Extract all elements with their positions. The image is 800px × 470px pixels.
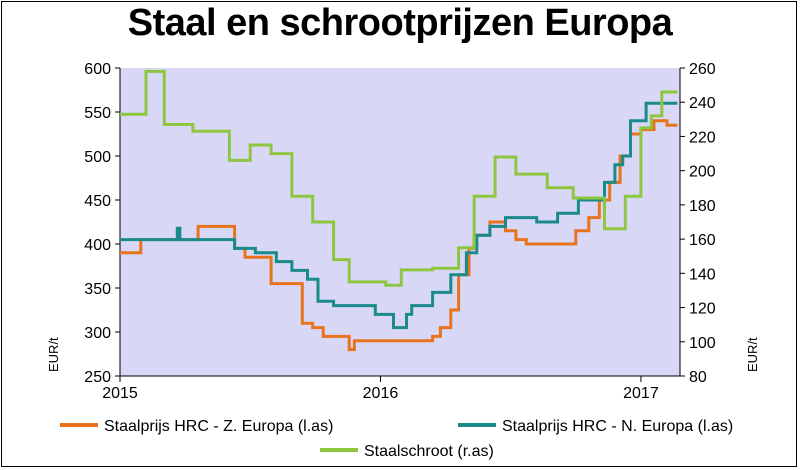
series-line-1: [120, 101, 678, 330]
chart-title: Staal en schrootprijzen Europa: [127, 2, 673, 44]
y-tick-label-left: 250: [84, 369, 111, 386]
y-tick-label-right: 120: [689, 301, 716, 318]
y-axis-label-right: EUR/t: [745, 337, 760, 372]
x-tick-label: 2015: [102, 385, 138, 402]
series-line-0: [120, 119, 678, 352]
y-tick-label-left: 350: [84, 281, 111, 298]
x-tick-label: 2016: [363, 385, 399, 402]
y-tick-label-right: 100: [689, 335, 716, 352]
y-tick-label-right: 160: [689, 232, 716, 249]
y-axis-label-left: EUR/t: [46, 337, 61, 372]
y-tick-label-right: 80: [689, 369, 707, 386]
y-tick-label-left: 450: [84, 193, 111, 210]
y-tick-label-right: 140: [689, 266, 716, 283]
y-tick-label-left: 400: [84, 237, 111, 254]
plot-area: [120, 68, 680, 376]
y-tick-label-right: 220: [689, 129, 716, 146]
y-tick-label-right: 180: [689, 198, 716, 215]
legend-label-schroot: Staalschroot (r.as): [364, 443, 494, 460]
y-tick-label-right: 200: [689, 164, 716, 181]
y-tick-label-left: 550: [84, 105, 111, 122]
legend-label-n-europa: Staalprijs HRC - N. Europa (l.as): [502, 418, 733, 435]
y-tick-label-left: 500: [84, 149, 111, 166]
y-tick-label-left: 300: [84, 325, 111, 342]
x-tick-label: 2017: [623, 385, 659, 402]
y-tick-label-left: 600: [84, 61, 111, 78]
y-tick-label-right: 260: [689, 61, 716, 78]
legend-label-z-europa: Staalprijs HRC - Z. Europa (l.as): [104, 418, 333, 435]
series-line-2: [120, 69, 678, 287]
legend: Staalprijs HRC - Z. Europa (l.as) Staalp…: [60, 418, 733, 460]
y-tick-label-right: 240: [689, 95, 716, 112]
